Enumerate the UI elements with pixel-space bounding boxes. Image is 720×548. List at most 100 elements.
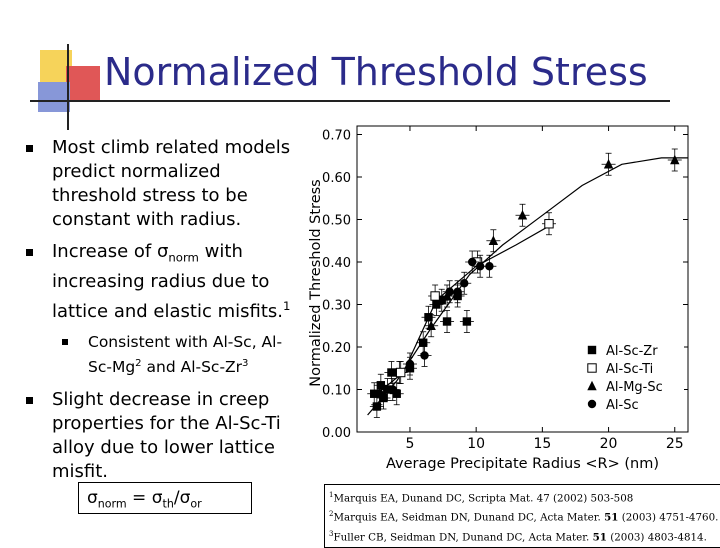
bullet-marker bbox=[26, 396, 33, 404]
y-axis-label: Normalized Threshold Stress bbox=[308, 179, 324, 386]
sub-bullet-text-mid: and Al-Sc-Zr bbox=[141, 357, 243, 376]
reference-text: Marquis EA, Dunand DC, Scripta Mat. 47 (… bbox=[333, 492, 634, 505]
ref-marker: 1 bbox=[283, 298, 291, 313]
data-point-al-mg-sc bbox=[670, 154, 680, 165]
sub-bullet-marker bbox=[62, 338, 68, 345]
reference-text: Marquis EA, Seidman DN, Dunand DC, Acta … bbox=[333, 511, 605, 524]
plot-frame bbox=[356, 125, 689, 433]
y-tick-label: 0.40 bbox=[322, 256, 351, 271]
bullet-marker bbox=[26, 249, 33, 256]
bullet-text: Slight decrease in creep properties for … bbox=[52, 388, 281, 482]
data-point-al-sc-zr bbox=[462, 317, 472, 326]
slide-title: Normalized Threshold Stress bbox=[104, 50, 648, 94]
data-point-al-sc bbox=[405, 359, 415, 369]
data-point-al-sc-ti bbox=[430, 291, 440, 301]
data-point-al-mg-sc bbox=[488, 235, 499, 245]
reference-number: 1 bbox=[329, 491, 334, 499]
ref-marker: 3 bbox=[242, 357, 249, 369]
reference-2: 2Marquis EA, Seidman DN, Dunand DC, Acta… bbox=[329, 506, 719, 525]
data-point-al-sc-zr bbox=[419, 338, 428, 347]
bullet-2: Increase of σnorm with increasing radius… bbox=[22, 240, 292, 324]
legend-marker bbox=[587, 363, 597, 373]
data-point-al-sc-zr bbox=[379, 393, 388, 403]
legend-label: Al-Mg-Sc bbox=[606, 380, 663, 395]
reference-text: Fuller CB, Seidman DN, Dunand DC, Acta M… bbox=[333, 531, 593, 544]
title-underline bbox=[30, 100, 670, 102]
data-point-al-sc-zr bbox=[372, 402, 382, 411]
data-point-al-sc-zr bbox=[376, 381, 386, 390]
bullet-text: Most climb related models predict normal… bbox=[52, 137, 291, 230]
bullet-3: Slight decrease in creep properties for … bbox=[22, 388, 292, 484]
sigma-symbol: σ bbox=[156, 241, 169, 262]
fit-curve bbox=[367, 157, 688, 416]
formula-slash: / bbox=[173, 488, 180, 508]
y-tick-label: 0.50 bbox=[322, 214, 351, 229]
reference-number: 2 bbox=[329, 510, 334, 519]
references-box: 1Marquis EA, Dunand DC, Scripta Mat. 47 … bbox=[324, 484, 720, 548]
sigma-subscript: norm bbox=[168, 250, 199, 265]
data-point-al-sc bbox=[420, 351, 429, 360]
data-point-al-sc-zr bbox=[442, 317, 452, 326]
data-point-al-sc bbox=[475, 262, 485, 271]
formula-num-sub: th bbox=[162, 497, 174, 511]
y-tick-label: 0.20 bbox=[322, 341, 351, 356]
formula-den: σ bbox=[179, 488, 191, 508]
reference-tail: (2003) 4751-4760. bbox=[618, 511, 719, 524]
data-point-al-mg-sc bbox=[603, 159, 614, 169]
data-point-al-sc bbox=[460, 279, 469, 288]
x-tick-label: 15 bbox=[533, 436, 551, 452]
x-tick-label: 10 bbox=[467, 436, 485, 452]
y-tick-label: 0.60 bbox=[322, 171, 351, 186]
legend-label: Al-Sc-Ti bbox=[606, 362, 653, 377]
bullet-marker bbox=[26, 145, 33, 152]
legend-marker bbox=[587, 345, 597, 355]
formula-den-sub: or bbox=[190, 497, 202, 511]
legend-marker bbox=[587, 399, 597, 409]
legend-label: Al-Sc-Zr bbox=[606, 344, 658, 359]
decor-red-square bbox=[66, 66, 100, 102]
formula-num: σ bbox=[151, 488, 163, 508]
data-point-al-sc-zr bbox=[387, 368, 396, 377]
y-tick-label: 0.00 bbox=[322, 426, 351, 441]
x-axis-label: Average Precipitate Radius <R> (nm) bbox=[386, 456, 659, 472]
data-point-al-sc bbox=[388, 385, 397, 394]
bullet-list: Most climb related models predict normal… bbox=[22, 136, 292, 492]
formula-lhs-sub: norm bbox=[97, 497, 127, 511]
legend-marker bbox=[587, 380, 597, 391]
bullet-1: Most climb related models predict normal… bbox=[22, 136, 292, 232]
data-point-al-sc-ti bbox=[544, 219, 554, 229]
data-point-al-mg-sc bbox=[426, 320, 436, 330]
data-point-al-sc bbox=[485, 262, 494, 271]
ref-marker: 2 bbox=[135, 357, 142, 369]
reference-1: 1Marquis EA, Dunand DC, Scripta Mat. 47 … bbox=[329, 487, 719, 506]
data-point-al-sc-zr bbox=[392, 389, 401, 398]
formula-equals: = bbox=[126, 488, 152, 508]
data-point-al-sc bbox=[445, 287, 454, 296]
reference-tail: (2003) 4803-4814. bbox=[606, 531, 707, 544]
x-tick-label: 5 bbox=[405, 436, 414, 452]
formula-box: σnorm = σth/σor bbox=[78, 482, 252, 514]
decor-vertical-line bbox=[67, 44, 69, 130]
formula-lhs: σ bbox=[87, 488, 98, 508]
data-point-al-sc-zr bbox=[432, 300, 441, 309]
data-point-al-sc bbox=[453, 287, 462, 296]
y-tick-label: 0.30 bbox=[322, 299, 351, 314]
threshold-stress-chart: 0.00 0.10 0.20 0.30 0.40 0.50 0.60 0.70 5 10 15 20 2… bbox=[308, 125, 689, 472]
data-point-al-sc-zr bbox=[437, 296, 446, 305]
bullet-text-post: with increasing radius due to lattice an… bbox=[52, 241, 283, 322]
reference-number: 3 bbox=[329, 529, 334, 538]
data-point-al-mg-sc bbox=[517, 210, 528, 220]
reference-volume: 51 bbox=[604, 511, 619, 524]
sub-bullet-text-pre: Consistent with Al-Sc, Al-Sc-Mg bbox=[88, 332, 283, 376]
bullet-text-pre: Increase of bbox=[52, 241, 157, 262]
x-tick-label: 25 bbox=[666, 436, 684, 452]
y-tick-label: 0.10 bbox=[322, 384, 351, 399]
reference-volume: 51 bbox=[592, 531, 607, 544]
x-tick-label: 20 bbox=[600, 436, 618, 452]
y-tick-label: 0.70 bbox=[322, 129, 351, 144]
data-point-al-sc bbox=[375, 389, 384, 398]
data-point-al-sc bbox=[467, 257, 477, 267]
legend-label: Al-Sc bbox=[606, 398, 639, 413]
decor-blue-square bbox=[38, 82, 70, 112]
data-point-al-sc-ti bbox=[395, 367, 406, 378]
